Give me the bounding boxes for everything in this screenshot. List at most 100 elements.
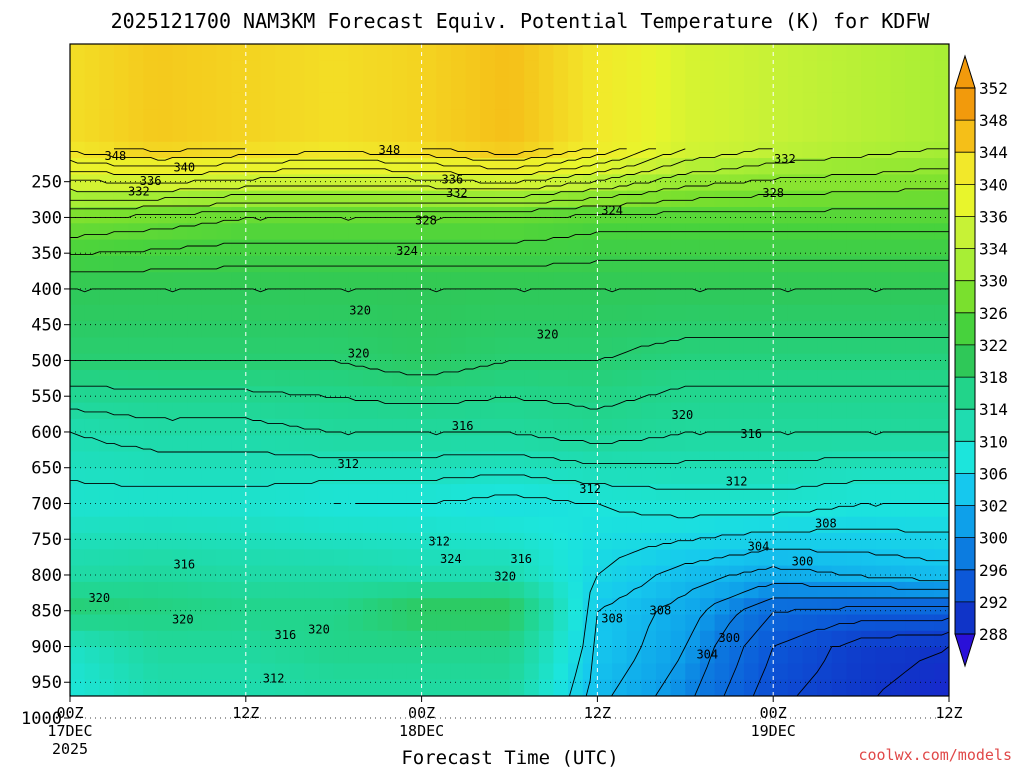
- field-cell: [597, 76, 613, 94]
- field-cell: [289, 565, 305, 583]
- field-cell: [201, 190, 218, 208]
- field-cell: [450, 125, 467, 143]
- field-cell: [363, 533, 379, 550]
- field-cell: [465, 484, 481, 501]
- field-cell: [846, 679, 862, 696]
- field-cell: [480, 679, 496, 696]
- field-cell: [275, 679, 291, 696]
- field-cell: [113, 533, 130, 550]
- field-cell: [626, 109, 642, 127]
- field-cell: [773, 125, 789, 143]
- field-cell: [245, 141, 262, 159]
- field-cell: [670, 614, 686, 632]
- field-cell: [157, 451, 174, 469]
- field-cell: [289, 288, 305, 306]
- field-cell: [905, 467, 921, 485]
- field-cell: [743, 288, 760, 306]
- field-cell: [70, 207, 86, 224]
- field-cell: [685, 647, 701, 664]
- field-cell: [348, 60, 364, 78]
- field-cell: [348, 630, 364, 648]
- field-cell: [494, 647, 511, 664]
- field-cell: [377, 92, 393, 110]
- field-cell: [289, 598, 305, 616]
- field-cell: [377, 337, 393, 355]
- field-cell: [685, 500, 701, 518]
- contour-label: 316: [173, 557, 195, 571]
- field-cell: [143, 272, 159, 290]
- field-cell: [187, 190, 203, 208]
- field-cell: [436, 44, 452, 61]
- field-cell: [406, 435, 423, 453]
- field-cell: [128, 353, 144, 371]
- field-cell: [582, 321, 598, 338]
- field-cell: [729, 272, 745, 290]
- field-cell: [890, 418, 906, 436]
- field-cell: [919, 158, 935, 175]
- field-cell: [216, 581, 232, 599]
- field-cell: [128, 207, 144, 224]
- field-cell: [509, 663, 525, 681]
- field-cell: [905, 239, 921, 257]
- field-cell: [319, 223, 335, 241]
- field-cell: [260, 500, 276, 518]
- field-cell: [99, 158, 115, 175]
- field-cell: [524, 451, 540, 469]
- field-cell: [919, 484, 935, 501]
- field-cell: [128, 60, 144, 78]
- field-cell: [275, 321, 291, 338]
- field-cell: [70, 663, 86, 681]
- field-cell: [157, 76, 174, 94]
- field-cell: [275, 255, 291, 273]
- field-cell: [538, 467, 555, 485]
- field-cell: [231, 581, 247, 599]
- field-cell: [70, 467, 86, 485]
- field-cell: [216, 516, 232, 534]
- field-cell: [773, 581, 789, 599]
- field-cell: [465, 207, 481, 224]
- field-cell: [919, 337, 935, 355]
- field-cell: [641, 418, 657, 436]
- field-cell: [538, 158, 555, 175]
- field-cell: [157, 288, 174, 306]
- field-cell: [231, 239, 247, 257]
- field-cell: [377, 386, 393, 404]
- field-cell: [831, 679, 848, 696]
- field-cell: [289, 44, 305, 61]
- field-cell: [392, 223, 408, 241]
- field-cell: [377, 207, 393, 224]
- field-cell: [406, 190, 423, 208]
- field-cell: [319, 630, 335, 648]
- field-cell: [245, 451, 262, 469]
- field-cell: [377, 353, 393, 371]
- field-cell: [172, 92, 188, 110]
- field-cell: [275, 190, 291, 208]
- field-cell: [348, 174, 364, 192]
- field-cell: [509, 92, 525, 110]
- field-cell: [553, 304, 569, 322]
- field-cell: [699, 418, 716, 436]
- field-cell: [509, 304, 525, 322]
- field-cell: [172, 337, 188, 355]
- field-cell: [333, 158, 349, 175]
- field-cell: [289, 630, 305, 648]
- field-cell: [363, 158, 379, 175]
- field-cell: [436, 435, 452, 453]
- field-cell: [99, 533, 115, 550]
- field-cell: [787, 581, 804, 599]
- field-cell: [275, 272, 291, 290]
- field-cell: [699, 239, 716, 257]
- field-cell: [846, 614, 862, 632]
- contour-label: 304: [748, 539, 770, 553]
- field-cell: [319, 581, 335, 599]
- field-cell: [729, 92, 745, 110]
- field-cell: [743, 630, 760, 648]
- field-cell: [157, 630, 174, 648]
- field-cell: [216, 304, 232, 322]
- field-cell: [304, 630, 320, 648]
- colorbar-label: 330: [979, 272, 1008, 291]
- field-cell: [304, 467, 320, 485]
- field-cell: [187, 223, 203, 241]
- field-cell: [99, 321, 115, 338]
- field-cell: [568, 304, 584, 322]
